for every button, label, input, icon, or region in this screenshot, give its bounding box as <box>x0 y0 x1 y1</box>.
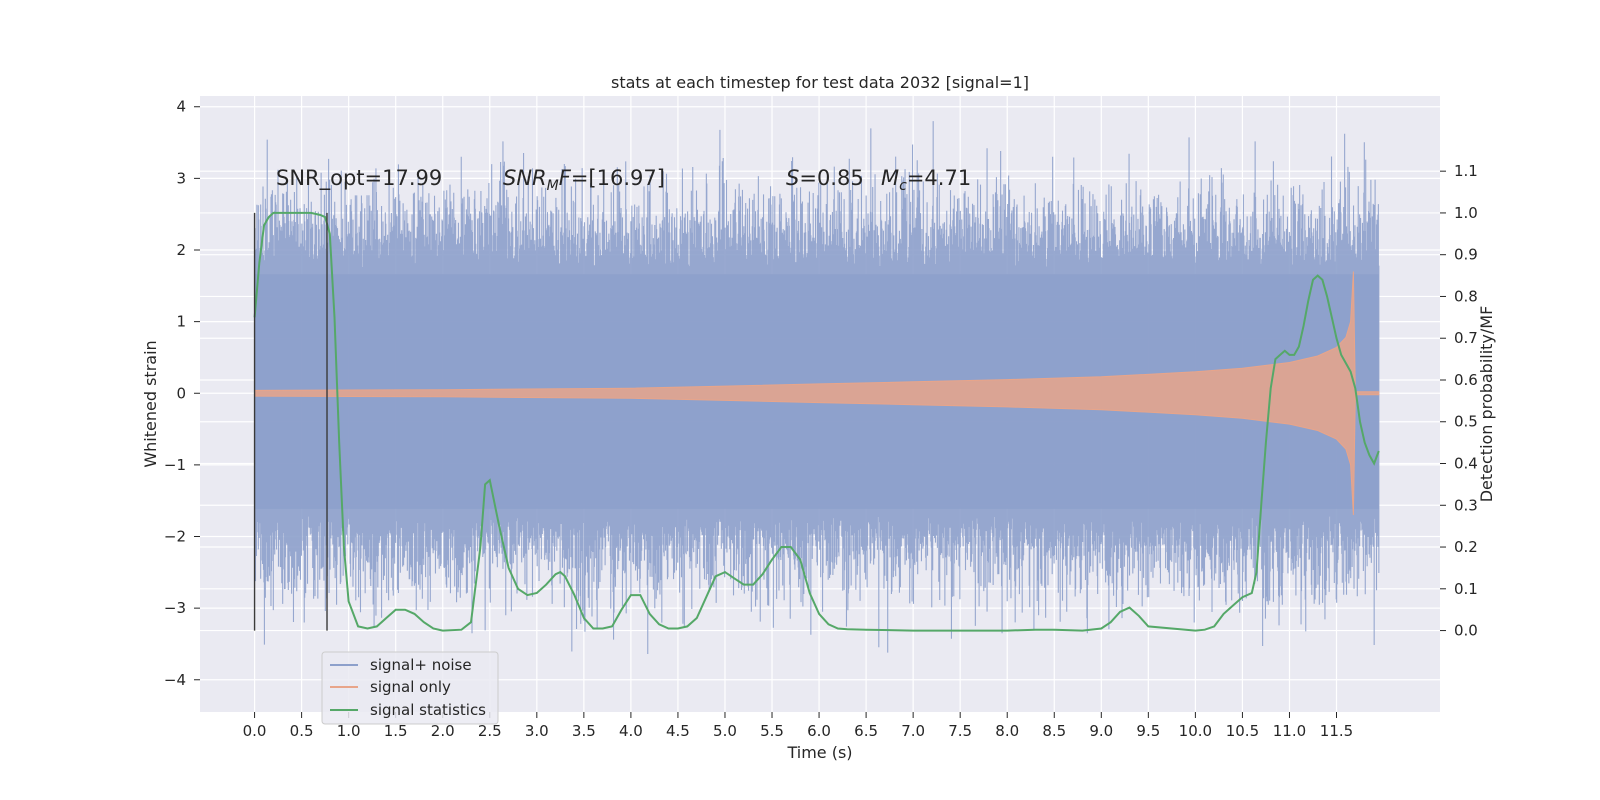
annotation-s: S=0.85 <box>786 166 864 190</box>
left-tick-label: −2 <box>164 528 186 546</box>
x-tick-label: 11.0 <box>1273 722 1306 740</box>
annotation-mc-main: M <box>881 166 899 190</box>
annotation-s-rest: =0.85 <box>799 166 863 190</box>
right-tick-label: 1.1 <box>1454 162 1478 180</box>
x-tick-label: 6.5 <box>854 722 878 740</box>
x-tick-label: 3.5 <box>572 722 596 740</box>
right-tick-label: 0.9 <box>1454 246 1478 264</box>
left-tick-label: −1 <box>164 456 186 474</box>
x-tick-label: 1.0 <box>337 722 361 740</box>
left-tick-label: 0 <box>176 384 186 402</box>
x-tick-label: 1.5 <box>384 722 408 740</box>
right-tick-label: 0.8 <box>1454 287 1478 305</box>
left-tick-label: 1 <box>176 313 186 331</box>
annotation-mc-sub: c <box>899 178 907 194</box>
series-layer <box>253 121 1380 654</box>
chart-title: stats at each timestep for test data 203… <box>611 73 1029 92</box>
left-tick-label: 4 <box>176 98 186 116</box>
left-tick-label: 3 <box>176 169 186 187</box>
right-tick-label: 0.4 <box>1454 455 1478 473</box>
annotation-s-main: S <box>786 166 799 190</box>
right-tick-label: 0.3 <box>1454 496 1478 514</box>
right-tick-label: 0.2 <box>1454 538 1478 556</box>
legend-label-signal-only: signal only <box>370 678 451 696</box>
left-axis-ticks: 4 3 2 1 0 −1 −2 −3 −4 <box>164 98 200 689</box>
x-tick-label: 2.0 <box>431 722 455 740</box>
x-tick-label: 5.0 <box>713 722 737 740</box>
x-tick-label: 8.5 <box>1042 722 1066 740</box>
legend-box <box>321 651 499 725</box>
x-tick-label: 10.0 <box>1179 722 1212 740</box>
series-signal-only <box>254 271 1380 516</box>
x-tick-label: 0.5 <box>290 722 314 740</box>
legend-label-signal-statistics: signal statistics <box>370 701 486 719</box>
right-tick-label: 0.7 <box>1454 329 1478 347</box>
x-tick-label: 6.0 <box>807 722 831 740</box>
x-tick-label: 7.5 <box>948 722 972 740</box>
right-tick-label: 0.6 <box>1454 371 1478 389</box>
right-axis-ticks: 1.1 1.0 0.9 0.8 0.7 0.6 0.5 0.4 0.3 0.2 0.1 0.0 <box>1440 162 1478 640</box>
right-tick-label: 0.1 <box>1454 580 1478 598</box>
annotation-snr-mf-letter: F <box>559 166 572 190</box>
x-tick-label: 9.0 <box>1089 722 1113 740</box>
right-tick-label: 1.0 <box>1454 204 1478 222</box>
x-tick-label: 9.5 <box>1136 722 1160 740</box>
x-tick-label: 3.0 <box>525 722 549 740</box>
vlines <box>253 212 328 631</box>
x-tick-label: 2.5 <box>478 722 502 740</box>
left-axis-label: Whitened strain <box>141 340 160 467</box>
x-tick-label: 8.0 <box>995 722 1019 740</box>
x-tick-label: 5.5 <box>760 722 784 740</box>
right-axis-label: Detection probability/MF <box>1477 306 1496 503</box>
annotation-snr-mf-sub: M <box>547 178 559 194</box>
x-axis-label: Time (s) <box>786 743 852 762</box>
annotation-snr-mf: SNRMF=[16.97] <box>503 166 665 194</box>
legend: signal+ noise signal only signal statist… <box>321 651 499 725</box>
x-tick-label: 4.5 <box>666 722 690 740</box>
legend-label-signal-noise: signal+ noise <box>370 656 472 674</box>
series-signal-statistics <box>253 211 1380 632</box>
x-tick-label: 11.5 <box>1320 722 1353 740</box>
left-tick-label: 2 <box>176 241 186 259</box>
annotation-snr-mf-main: SNR <box>503 166 547 190</box>
x-tick-label: 7.0 <box>901 722 925 740</box>
x-axis-ticks: 0.0 0.5 1.0 1.5 2.0 2.5 3.0 3.5 4.0 4.5 5.0 5.5 6.0 6… <box>243 712 1353 740</box>
annotation-mc-rest: =4.71 <box>907 166 971 190</box>
right-tick-label: 0.0 <box>1454 622 1478 640</box>
x-tick-label: 4.0 <box>619 722 643 740</box>
x-tick-label: 0.0 <box>243 722 267 740</box>
left-tick-label: −4 <box>164 671 186 689</box>
annotation-snr-opt: SNR_opt=17.99 <box>276 166 442 191</box>
annotation-snr-mf-value: =[16.97] <box>571 166 665 190</box>
right-tick-label: 0.5 <box>1454 413 1478 431</box>
annotation-mc: Mc=4.71 <box>881 166 971 194</box>
left-tick-label: −3 <box>164 599 186 617</box>
x-tick-label: 10.5 <box>1226 722 1259 740</box>
